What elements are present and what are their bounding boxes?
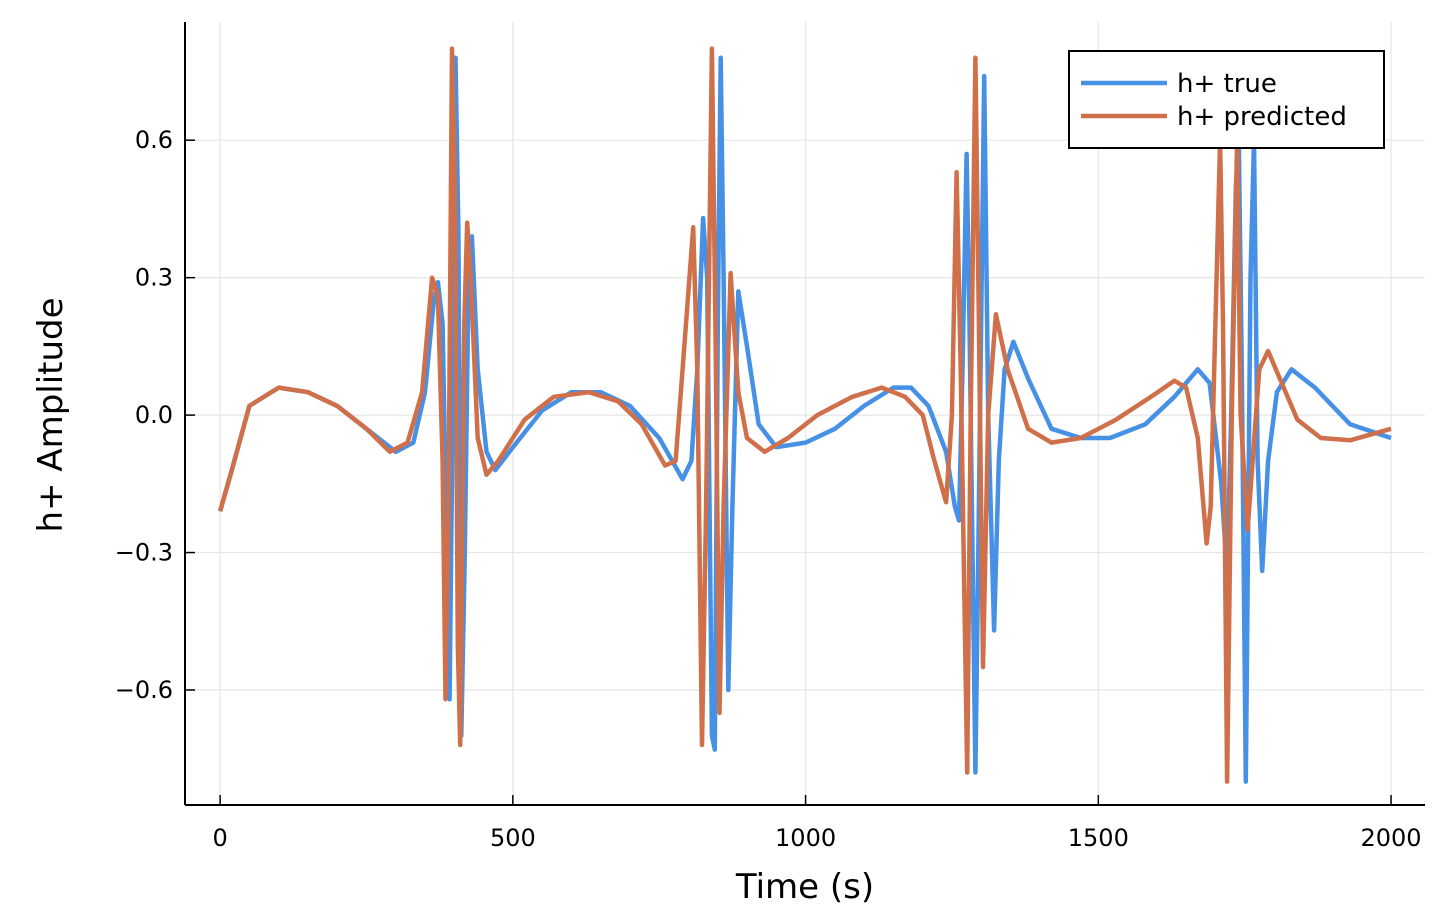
y-tick-label: −0.6	[115, 676, 173, 704]
x-axis-label: Time (s)	[735, 867, 874, 907]
legend-box	[1068, 50, 1385, 149]
y-tick-label: 0.0	[135, 401, 173, 429]
legend-label: h+ predicted	[1177, 102, 1347, 132]
y-axis-label: h+ Amplitude	[31, 297, 71, 532]
y-tick-label: 0.6	[135, 126, 173, 154]
x-tick-label: 2000	[1361, 824, 1422, 852]
line-series	[217, 46, 1392, 784]
x-tick-label: 0	[212, 824, 227, 852]
x-tick-label: 1000	[775, 824, 836, 852]
legend-label: h+ true	[1177, 69, 1277, 99]
x-tick-label: 500	[490, 824, 536, 852]
x-tick-label: 1500	[1068, 824, 1129, 852]
y-tick-label: −0.3	[115, 539, 173, 567]
y-tick-label: 0.3	[135, 264, 173, 292]
